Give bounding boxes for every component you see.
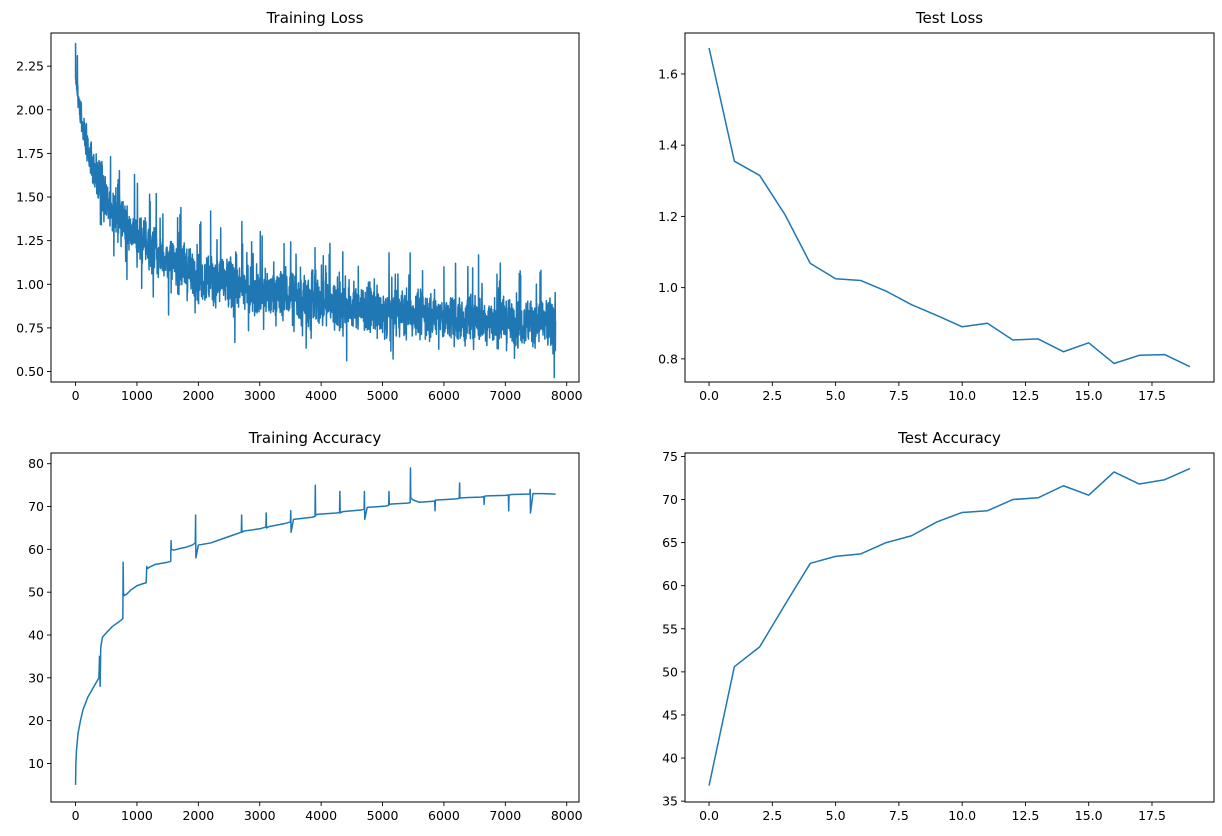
y-tick-label: 55	[662, 621, 678, 636]
x-tick-label: 10.0	[948, 388, 976, 403]
x-tick-label: 4000	[305, 388, 337, 403]
series-line	[708, 47, 1191, 368]
x-tick-label: 3000	[244, 388, 276, 403]
x-tick-label: 2.5	[762, 388, 782, 403]
series-line	[708, 467, 1191, 786]
training-loss-panel: Training Loss 0 1000 2000 3000 4000 5000 6000 7…	[16, 9, 583, 403]
x-tick-label: 1000	[121, 388, 153, 403]
x-tick-label: 15.0	[1075, 808, 1103, 823]
chart-title: Test Accuracy	[897, 429, 1001, 447]
x-tick-label: 0.0	[699, 388, 719, 403]
y-tick-label: 50	[28, 585, 44, 600]
x-tick-label: 5.0	[826, 388, 846, 403]
y-tick-label: 1.0	[658, 280, 678, 295]
x-tick-label: 0	[72, 808, 80, 823]
y-tick-label: 40	[662, 751, 678, 766]
x-tick-label: 3000	[244, 808, 276, 823]
axes-frame	[50, 452, 580, 803]
chart-title: Training Loss	[266, 9, 364, 27]
x-tick-label: 4000	[305, 808, 337, 823]
x-tick-label: 0	[72, 388, 80, 403]
x-tick-label: 2000	[182, 388, 214, 403]
x-tick-label: 10.0	[948, 808, 976, 823]
axes-frame	[684, 32, 1215, 383]
y-tick-label: 60	[662, 578, 678, 593]
test-loss-panel: Test Loss 0.0 2.5 5.0 7.5 10.0 12.5 15.0 17.5 0.…	[658, 9, 1215, 403]
y-tick-label: 50	[662, 664, 678, 679]
x-tick-label: 1000	[121, 808, 153, 823]
y-tick-label: 0.50	[16, 364, 44, 379]
x-tick-label: 2000	[182, 808, 214, 823]
y-tick-label: 1.50	[16, 190, 44, 205]
chart-title: Training Accuracy	[248, 429, 382, 447]
x-tick-label: 7000	[489, 388, 521, 403]
y-tick-label: 70	[28, 499, 44, 514]
x-tick-label: 15.0	[1075, 388, 1103, 403]
axes-frame	[684, 452, 1215, 803]
y-tick-label: 2.25	[16, 59, 44, 74]
y-tick-label: 45	[662, 707, 678, 722]
axes-frame	[50, 32, 580, 383]
series-line	[74, 42, 557, 379]
y-tick-label: 70	[662, 492, 678, 507]
x-tick-label: 6000	[428, 388, 460, 403]
x-tick-label: 5000	[367, 808, 399, 823]
y-tick-label: 1.25	[16, 233, 44, 248]
y-tick-label: 0.75	[16, 320, 44, 335]
y-tick-label: 20	[28, 713, 44, 728]
x-tick-label: 5.0	[826, 808, 846, 823]
y-tick-label: 1.2	[658, 209, 678, 224]
x-tick-label: 7000	[489, 808, 521, 823]
y-tick-label: 1.4	[658, 138, 678, 153]
y-tick-label: 65	[662, 535, 678, 550]
y-tick-label: 2.00	[16, 102, 44, 117]
x-tick-label: 17.5	[1138, 388, 1166, 403]
y-tick-label: 75	[662, 449, 678, 464]
y-tick-label: 1.6	[658, 66, 678, 81]
x-tick-label: 17.5	[1138, 808, 1166, 823]
x-tick-label: 5000	[367, 388, 399, 403]
x-tick-label: 7.5	[889, 388, 909, 403]
test-accuracy-panel: Test Accuracy 0.0 2.5 5.0 7.5 10.0 12.5 15.0 17…	[662, 429, 1215, 823]
x-tick-label: 0.0	[699, 808, 719, 823]
x-tick-label: 7.5	[889, 808, 909, 823]
y-tick-label: 35	[662, 794, 678, 809]
x-tick-label: 12.5	[1012, 388, 1040, 403]
y-tick-label: 60	[28, 542, 44, 557]
y-tick-label: 30	[28, 670, 44, 685]
y-tick-label: 80	[28, 456, 44, 471]
y-tick-label: 0.8	[658, 351, 678, 366]
series-line	[74, 467, 556, 785]
x-tick-label: 12.5	[1012, 808, 1040, 823]
x-tick-label: 2.5	[762, 808, 782, 823]
x-tick-label: 8000	[551, 388, 583, 403]
y-tick-label: 1.75	[16, 146, 44, 161]
y-tick-label: 10	[28, 756, 44, 771]
y-tick-label: 1.00	[16, 277, 44, 292]
x-tick-label: 6000	[428, 808, 460, 823]
chart-title: Test Loss	[915, 9, 983, 27]
y-tick-label: 40	[28, 627, 44, 642]
x-tick-label: 8000	[551, 808, 583, 823]
training-accuracy-panel: Training Accuracy 0 1000 2000 3000 4000 5000 6…	[28, 429, 583, 823]
